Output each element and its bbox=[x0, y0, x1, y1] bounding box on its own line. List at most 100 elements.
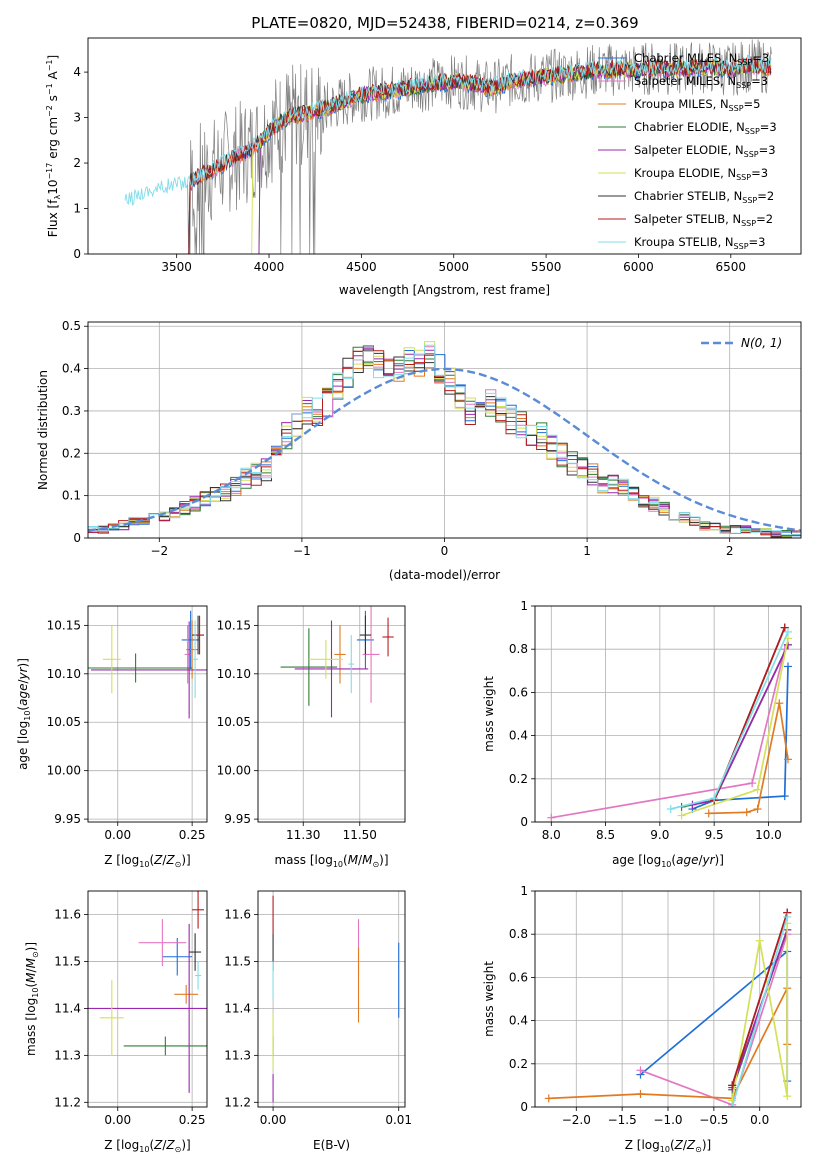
series-line-kroupa_stelib bbox=[731, 916, 789, 1107]
x-tick-label: 4500 bbox=[346, 260, 377, 274]
age_vs_Z-axes: 0.00 0.25 9.95 10.00 10.05 10.10 10.15 bbox=[47, 606, 207, 842]
label-part: ( bbox=[343, 853, 348, 867]
legend-sub: SSP bbox=[736, 81, 751, 90]
mass_vs_ebv-x-label: E(B-V) bbox=[313, 1138, 350, 1152]
legend-suffix: =3 bbox=[760, 120, 777, 134]
label-part: E(B-V) bbox=[313, 1138, 350, 1152]
age_vs_Z-plot bbox=[88, 610, 207, 719]
label-part: ⊙ bbox=[175, 1145, 182, 1154]
y-tick-label: 11.2 bbox=[54, 1095, 81, 1109]
y-tick-label: 11.5 bbox=[54, 954, 81, 968]
y-tick-label: 10.15 bbox=[47, 618, 81, 632]
ylabel-sup: −17 bbox=[45, 163, 54, 180]
ylabel-part: ] bbox=[46, 55, 60, 60]
legend-suffix: =3 bbox=[759, 143, 776, 157]
y-tick-label: 0.4 bbox=[509, 729, 528, 743]
y-tick-label: 0.4 bbox=[62, 362, 81, 376]
legend-suffix: =5 bbox=[744, 97, 761, 111]
spectrum-frame bbox=[87, 37, 802, 255]
y-tick-label: 10.00 bbox=[217, 764, 251, 778]
series-line-kroupa_stelib bbox=[670, 631, 789, 810]
label-part: 10 bbox=[661, 860, 671, 869]
age_vs_mass-plot bbox=[280, 606, 394, 718]
y-tick-label: 0.8 bbox=[509, 927, 528, 941]
x-tick-label: 6000 bbox=[623, 260, 654, 274]
hist-step-kroupa_stelib bbox=[88, 344, 801, 536]
series-line-salpeter_elodie bbox=[692, 644, 789, 806]
hist-plot bbox=[88, 341, 801, 538]
label-part: )] bbox=[702, 1138, 711, 1152]
legend-suffix: =3 bbox=[749, 235, 766, 249]
series-line-salpeter_elodie bbox=[731, 929, 789, 1088]
spectrum-plot bbox=[124, 39, 772, 254]
legend-entry: N(0, 1) bbox=[741, 336, 782, 350]
y-tick-label: 9.95 bbox=[54, 812, 81, 826]
label-part: ( bbox=[24, 983, 38, 988]
label-part: Z bbox=[165, 1138, 175, 1152]
series-line-salpeter_stelib bbox=[731, 912, 789, 1086]
hist-frame bbox=[87, 321, 802, 539]
hist-x-label: (data-model)/error bbox=[389, 568, 500, 582]
y-tick-label: 10.00 bbox=[47, 764, 81, 778]
mass_vs_ebv-axes: 0.00 0.01 11.2 11.3 11.4 11.5 11.6 bbox=[224, 891, 412, 1127]
label-part: )] bbox=[379, 853, 388, 867]
x-tick-label: 5500 bbox=[531, 260, 562, 274]
y-tick-label: 10.10 bbox=[217, 667, 251, 681]
legend-entry: Kroupa STELIB, NSSP=3 bbox=[634, 235, 765, 251]
label-part: 10 bbox=[139, 1145, 149, 1154]
y-tick-label: 3 bbox=[73, 111, 81, 125]
x-tick-label: 0.00 bbox=[260, 1113, 287, 1127]
legend-sub: SSP bbox=[741, 219, 756, 228]
x-tick-label: 11.50 bbox=[343, 828, 377, 842]
legend-suffix: =3 bbox=[751, 74, 768, 88]
x-tick-label: 4000 bbox=[254, 260, 285, 274]
x-tick-label: −2 bbox=[150, 544, 168, 558]
label-part: M bbox=[24, 972, 38, 983]
label-part: / bbox=[698, 853, 703, 867]
label-part: 10 bbox=[31, 988, 40, 998]
label-part: 10 bbox=[139, 860, 149, 869]
label-part: 10 bbox=[23, 711, 32, 721]
x-tick-label: 5000 bbox=[438, 260, 469, 274]
x-tick-label: 8.5 bbox=[596, 828, 615, 842]
label-part: ( bbox=[149, 853, 154, 867]
age_vs_mass-x-label: mass [log10(M/M⊙)] bbox=[274, 853, 388, 869]
label-part: ⊙ bbox=[695, 1145, 702, 1154]
x-tick-label: 0.25 bbox=[179, 828, 206, 842]
y-tick-label: 0.2 bbox=[509, 772, 528, 786]
y-tick-label: 11.3 bbox=[224, 1048, 251, 1062]
label-part: )] bbox=[16, 658, 30, 667]
label-part: Z bbox=[674, 1138, 684, 1152]
ylabel-sup: −1 bbox=[45, 83, 54, 95]
y-tick-label: 10.05 bbox=[217, 715, 251, 729]
legend-entry: Salpeter STELIB, NSSP=2 bbox=[634, 212, 773, 228]
label-part: / bbox=[683, 1138, 688, 1152]
mass_weight_vs_Z-plot bbox=[544, 908, 792, 1107]
x-tick-label: 11.30 bbox=[286, 828, 320, 842]
x-tick-label: 0.0 bbox=[750, 1113, 769, 1127]
label-part: / bbox=[24, 967, 38, 972]
age_vs_Z-frame bbox=[87, 605, 208, 823]
y-tick-label: 0.6 bbox=[509, 685, 528, 699]
ylabel-part: A bbox=[46, 70, 60, 83]
legend-entry: Chabrier STELIB, NSSP=2 bbox=[634, 189, 774, 205]
label-part: )] bbox=[181, 1138, 190, 1152]
model-spectrum-kroupa_stelib bbox=[124, 54, 772, 207]
label-part: )] bbox=[181, 853, 190, 867]
label-part: age [log bbox=[16, 721, 30, 770]
y-tick-label: 0.4 bbox=[509, 1014, 528, 1028]
y-tick-label: 0.8 bbox=[509, 642, 528, 656]
legend-sub: SSP bbox=[737, 58, 752, 67]
legend-sub: SSP bbox=[745, 127, 760, 136]
label-part: Z bbox=[165, 853, 175, 867]
mass_weight_vs_age-x-label: age [log10(age/yr)] bbox=[612, 853, 724, 869]
y-tick-label: 1 bbox=[520, 599, 528, 613]
age_vs_Z-y-label: age [log10(age/yr)] bbox=[16, 658, 32, 770]
legend-suffix: =3 bbox=[751, 166, 768, 180]
x-tick-label: 9.5 bbox=[705, 828, 724, 842]
spectrum-y-label: Flux [fλ10−17 erg cm−2 s−1 A−1] bbox=[45, 55, 62, 237]
y-tick-label: 0 bbox=[73, 247, 81, 261]
y-tick-label: 1 bbox=[73, 202, 81, 216]
x-tick-label: −1 bbox=[293, 544, 311, 558]
